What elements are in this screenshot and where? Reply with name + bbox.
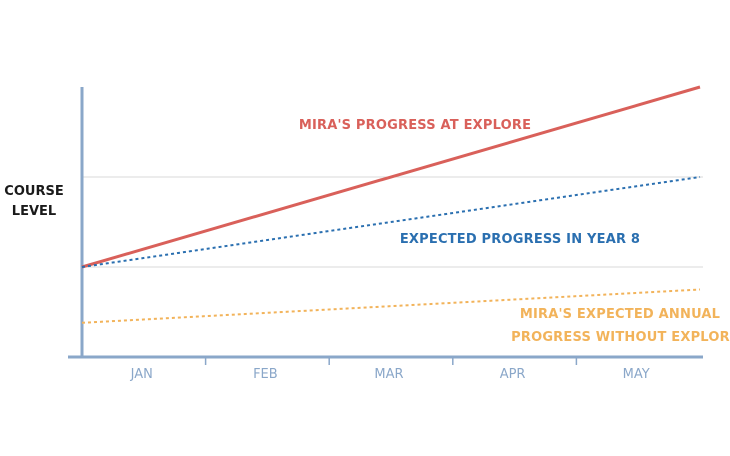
series-label-red: MIRA'S PROGRESS AT EXPLORE xyxy=(299,118,531,133)
axes xyxy=(68,87,703,359)
x-ticks: JAN FEB MAR APR MAY xyxy=(130,357,650,382)
series-label-blue: EXPECTED PROGRESS IN YEAR 8 xyxy=(400,232,640,247)
series-line-0 xyxy=(81,85,701,269)
series-labels: MIRA'S PROGRESS AT EXPLORE EXPECTED PROG… xyxy=(299,118,730,345)
x-tick-label-feb: FEB xyxy=(253,367,278,382)
y-axis-label-line1: COURSE xyxy=(4,184,63,199)
x-tick-label-may: MAY xyxy=(623,367,650,382)
series-label-orange-line1: MIRA'S EXPECTED ANNUAL xyxy=(520,307,720,322)
series-lines xyxy=(81,85,701,324)
series-line-1 xyxy=(81,176,701,268)
series-line-2 xyxy=(81,288,701,324)
series-label-orange-line2: PROGRESS WITHOUT EXPLORE xyxy=(511,330,730,345)
x-tick-label-mar: MAR xyxy=(374,367,403,382)
y-axis-label-line2: LEVEL xyxy=(12,204,56,219)
y-axis-label: COURSE LEVEL xyxy=(4,184,63,219)
x-tick-label-apr: APR xyxy=(500,367,526,382)
x-tick-label-jan: JAN xyxy=(130,367,153,382)
